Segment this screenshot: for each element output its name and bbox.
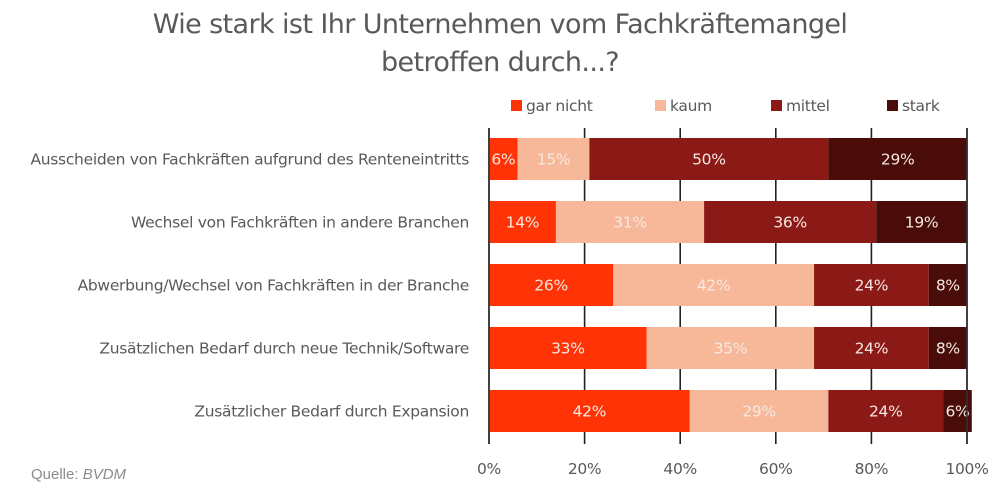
x-tick-label: 40%: [663, 460, 697, 478]
chart-title-line-1: Wie stark ist Ihr Unternehmen vom Fachkr…: [152, 9, 848, 40]
bar-row-4: 33% 35% 24% 8%: [489, 327, 967, 369]
data-label-mittel: 36%: [773, 214, 807, 232]
legend-label: stark: [902, 97, 940, 115]
category-label: Zusätzlichen Bedarf durch neue Technik/S…: [99, 340, 469, 358]
bar-segment-mittel: [814, 264, 929, 306]
category-label: Abwerbung/Wechsel von Fachkräften in der…: [78, 277, 469, 295]
data-label-kaum: 35%: [714, 340, 748, 358]
bar-segment-gar-nicht: [489, 327, 647, 369]
bar-segment-kaum: [555, 201, 705, 243]
legend-label: kaum: [670, 97, 712, 115]
x-tick-label: 60%: [759, 460, 793, 478]
bar-row-5: 42% 29% 24% 6%: [489, 390, 972, 432]
bar-segment-kaum: [517, 138, 590, 180]
bar-segment-gar-nicht: [489, 138, 518, 180]
data-label-gar-nicht: 6%: [491, 151, 515, 169]
bar-segment-mittel: [704, 201, 877, 243]
data-label-mittel: 24%: [855, 277, 889, 295]
legend: gar nicht kaum mittel stark: [511, 97, 940, 115]
source-name: BVDM: [82, 466, 127, 483]
legend-label: mittel: [786, 97, 830, 115]
data-label-stark: 19%: [905, 214, 939, 232]
data-label-stark: 6%: [945, 403, 969, 421]
bar-segment-kaum: [646, 327, 815, 369]
bar-segment-kaum: [689, 390, 829, 432]
data-label-stark: 8%: [936, 340, 960, 358]
data-label-mittel: 24%: [855, 340, 889, 358]
data-label-kaum: 31%: [613, 214, 647, 232]
bar-segment-stark: [928, 327, 967, 369]
bar-segment-mittel: [589, 138, 829, 180]
legend-item-stark: stark: [887, 97, 940, 115]
legend-label: gar nicht: [526, 97, 593, 115]
bar-segment-gar-nicht: [489, 390, 690, 432]
category-labels: Ausscheiden von Fachkräften aufgrund des…: [30, 151, 469, 421]
bars: 6% 15% 50% 29% 14% 31% 36% 19% 26% 42% 24% 8% 33% 35%…: [489, 138, 972, 432]
chart-title: Wie stark ist Ihr Unternehmen vom Fachkr…: [0, 6, 1000, 82]
data-label-gar-nicht: 26%: [534, 277, 568, 295]
x-tick-label: 20%: [568, 460, 602, 478]
category-label: Wechsel von Fachkräften in andere Branch…: [131, 214, 469, 232]
data-label-kaum: 15%: [537, 151, 571, 169]
x-tick-label: 100%: [945, 460, 988, 478]
x-axis-tick-labels: 0% 20% 40% 60% 80% 100%: [477, 460, 989, 478]
bar-segment-mittel: [828, 390, 944, 432]
x-tick-label: 80%: [855, 460, 889, 478]
data-label-kaum: 29%: [742, 403, 776, 421]
data-label-stark: 29%: [881, 151, 915, 169]
bar-row-3: 26% 42% 24% 8%: [489, 264, 967, 306]
source-prefix: Quelle:: [31, 466, 83, 483]
legend-swatch: [887, 100, 898, 111]
category-label: Zusätzlicher Bedarf durch Expansion: [194, 403, 469, 421]
data-label-mittel: 50%: [692, 151, 726, 169]
legend-swatch: [771, 100, 782, 111]
legend-swatch: [511, 100, 522, 111]
bar-segment-mittel: [814, 327, 929, 369]
bar-row-1: 6% 15% 50% 29%: [489, 138, 967, 180]
bar-segment-stark: [828, 138, 967, 180]
data-label-kaum: 42%: [697, 277, 731, 295]
data-label-gar-nicht: 33%: [551, 340, 585, 358]
legend-item-gar-nicht: gar nicht: [511, 97, 593, 115]
data-label-mittel: 24%: [869, 403, 903, 421]
data-label-stark: 8%: [936, 277, 960, 295]
x-tick-label: 0%: [477, 460, 501, 478]
category-label: Ausscheiden von Fachkräften aufgrund des…: [30, 151, 469, 169]
legend-item-kaum: kaum: [655, 97, 712, 115]
axes: [488, 128, 968, 444]
data-label-gar-nicht: 14%: [506, 214, 540, 232]
source-note: Quelle: BVDM: [31, 466, 126, 483]
bar-segment-kaum: [613, 264, 815, 306]
bar-row-2: 14% 31% 36% 19%: [489, 201, 967, 243]
bar-segment-gar-nicht: [489, 201, 556, 243]
chart-title-line-2: betroffen durch...?: [380, 47, 620, 78]
bar-segment-gar-nicht: [489, 264, 614, 306]
data-label-gar-nicht: 42%: [573, 403, 607, 421]
legend-swatch: [655, 100, 666, 111]
bar-segment-stark: [928, 264, 967, 306]
bar-segment-stark: [876, 201, 967, 243]
legend-item-mittel: mittel: [771, 97, 830, 115]
